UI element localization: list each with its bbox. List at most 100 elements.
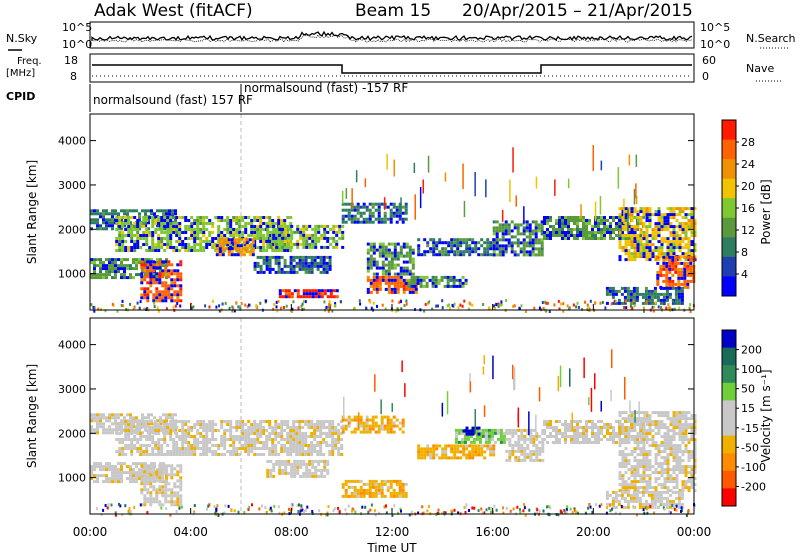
data-cell [570, 435, 573, 438]
data-cell [165, 276, 168, 280]
data-cell [668, 267, 672, 271]
data-cell [304, 258, 308, 262]
data-cell [196, 219, 200, 222]
scatter-streak [419, 187, 422, 209]
data-cell [143, 500, 147, 504]
data-cell [126, 209, 129, 213]
data-cell [316, 453, 320, 456]
data-cell [677, 273, 681, 277]
data-cell [248, 250, 252, 254]
data-cell [480, 253, 484, 257]
data-cell [130, 216, 134, 219]
data-cell [174, 422, 177, 426]
scatter-cell [463, 299, 466, 303]
data-cell [362, 205, 366, 209]
data-cell [338, 227, 342, 231]
data-cell [90, 276, 93, 280]
data-cell [486, 247, 490, 251]
data-cell [603, 222, 606, 225]
data-cell [389, 430, 393, 434]
data-cell [287, 242, 291, 246]
data-cell [460, 437, 464, 441]
data-cell [498, 247, 502, 251]
data-cell [680, 298, 684, 302]
data-cell [340, 438, 344, 441]
data-cell [543, 423, 546, 426]
data-cell [289, 261, 293, 265]
data-cell [304, 435, 308, 438]
data-cell [278, 292, 282, 296]
data-cell [196, 441, 200, 444]
data-cell [386, 427, 390, 431]
data-cell [290, 468, 294, 472]
data-cell [120, 261, 123, 265]
data-cell [124, 222, 128, 225]
data-cell [528, 238, 532, 242]
data-cell [218, 247, 222, 251]
data-cell [226, 450, 230, 453]
data-cell [456, 450, 460, 454]
data-cell [286, 216, 290, 219]
data-cell [344, 427, 348, 431]
scatter-cell [512, 304, 515, 308]
data-cell [317, 459, 321, 463]
data-cell [178, 420, 182, 423]
data-cell [193, 453, 197, 456]
data-cell [474, 453, 478, 457]
scatter-cell [672, 299, 674, 303]
data-cell [662, 292, 666, 296]
data-cell [170, 272, 174, 276]
data-cell [123, 276, 126, 280]
data-cell [380, 421, 384, 425]
data-cell [567, 435, 570, 438]
data-cell [235, 447, 239, 450]
data-cell [683, 255, 687, 259]
data-cell [115, 426, 119, 429]
data-cell [167, 464, 171, 468]
data-cell [344, 491, 348, 495]
scatter-cell [303, 307, 306, 311]
data-cell [353, 494, 357, 498]
data-cell [170, 269, 174, 273]
data-cell [286, 264, 290, 268]
noise-left-tick-high: 10^5 [62, 21, 92, 34]
scatter-cell [633, 304, 636, 307]
data-cell [642, 243, 646, 247]
data-cell [322, 423, 326, 426]
data-cell [313, 255, 317, 259]
data-cell [235, 423, 239, 426]
data-cell [173, 299, 177, 303]
data-cell [666, 240, 670, 244]
data-cell [138, 462, 141, 466]
data-cell [277, 261, 281, 265]
data-cell [299, 242, 303, 246]
data-cell [325, 420, 329, 423]
data-cell [168, 413, 171, 417]
data-cell [689, 279, 693, 283]
scatter-cell [542, 307, 545, 310]
data-cell [289, 438, 293, 441]
data-cell [401, 430, 405, 434]
scatter-cell [302, 299, 305, 303]
data-cell [289, 447, 293, 450]
data-cell [199, 453, 203, 456]
data-cell [161, 299, 165, 303]
data-cell [507, 232, 511, 236]
data-cell [687, 207, 691, 211]
data-cell [332, 289, 336, 293]
data-cell [302, 233, 306, 237]
data-cell [114, 209, 117, 213]
data-cell [567, 423, 570, 426]
data-cell [511, 452, 515, 456]
data-cell [256, 255, 260, 259]
data-cell [160, 216, 164, 219]
data-cell [117, 264, 120, 268]
data-cell [108, 419, 111, 423]
data-cell [651, 237, 655, 241]
data-cell [230, 238, 234, 242]
data-cell [520, 434, 524, 438]
data-cell [651, 252, 655, 256]
scatter-cell [146, 307, 149, 311]
data-cell [423, 238, 427, 242]
data-cell [223, 219, 227, 222]
